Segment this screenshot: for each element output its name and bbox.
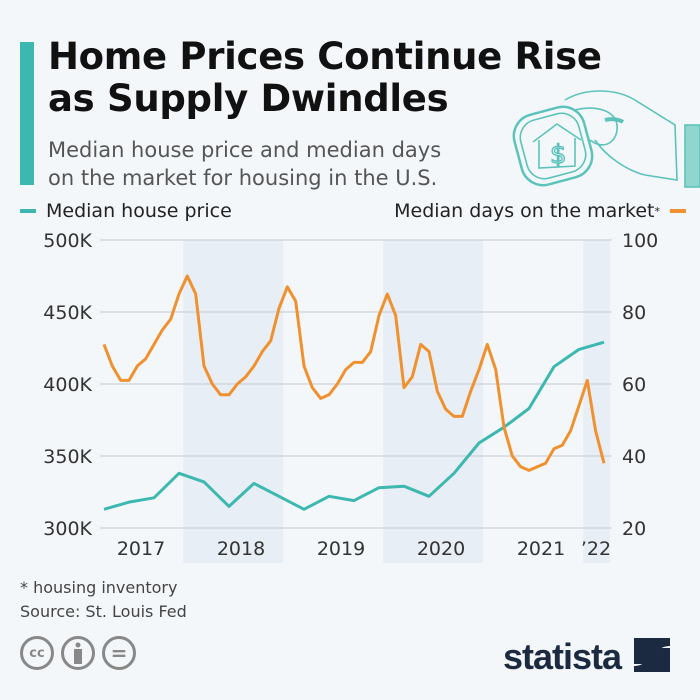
footnote: * housing inventory (20, 578, 178, 597)
by-icon (61, 636, 95, 670)
year-label: 2017 (117, 538, 165, 560)
title-accent-bar (20, 42, 34, 185)
legend-days: Median days on the market * (394, 200, 686, 222)
hand-coin-house-illustration: $ (512, 90, 700, 188)
left-tick-label: 300K (43, 518, 92, 540)
title-line: as Supply Dwindles (48, 77, 449, 120)
year-label: 2020 (417, 538, 465, 560)
brand-name: statista (503, 636, 622, 677)
right-tick-label: 40 (622, 446, 646, 468)
source: Source: St. Louis Fed (20, 602, 187, 621)
chart-subtitle: Median house price and median days on th… (48, 136, 441, 192)
svg-text:$: $ (550, 140, 567, 170)
year-label: 2019 (317, 538, 365, 560)
year-label: 2021 (517, 538, 565, 560)
subtitle-line: Median house price and median days (48, 138, 442, 162)
right-tick-label: 100 (622, 230, 658, 252)
cc-icon: cc (20, 636, 54, 670)
year-band (583, 240, 610, 563)
year-label: ’22 (581, 538, 611, 560)
legend-days-marker: * (654, 204, 661, 218)
left-tick-label: 450K (43, 302, 92, 324)
title-line: Home Prices Continue Rise (48, 35, 602, 78)
left-tick-label: 500K (43, 230, 92, 252)
right-tick-label: 20 (622, 518, 646, 540)
year-band (183, 240, 284, 563)
left-tick-label: 350K (43, 446, 92, 468)
days-swatch-icon (670, 209, 686, 213)
year-label: 2018 (217, 538, 265, 560)
legend-days-label: Median days on the market (394, 200, 655, 222)
right-tick-label: 60 (622, 374, 646, 396)
price-line (103, 340, 605, 511)
statista-logo: statista (503, 636, 671, 678)
subtitle-line: on the market for housing in the U.S. (48, 166, 438, 190)
statista-logo-mark-icon (634, 638, 671, 672)
price-swatch-icon (20, 209, 36, 213)
left-tick-label: 400K (43, 374, 92, 396)
line-chart: 300K 20 350K 40 400K 60 450K 80 500K 100 2017 2018 2… (43, 230, 658, 563)
nd-icon: = (102, 636, 136, 670)
legend-price: Median house price (20, 200, 232, 222)
days-line (102, 274, 606, 472)
chart-title: Home Prices Continue Rise as Supply Dwin… (48, 36, 602, 120)
right-tick-label: 80 (622, 302, 646, 324)
legend-price-label: Median house price (46, 200, 232, 222)
